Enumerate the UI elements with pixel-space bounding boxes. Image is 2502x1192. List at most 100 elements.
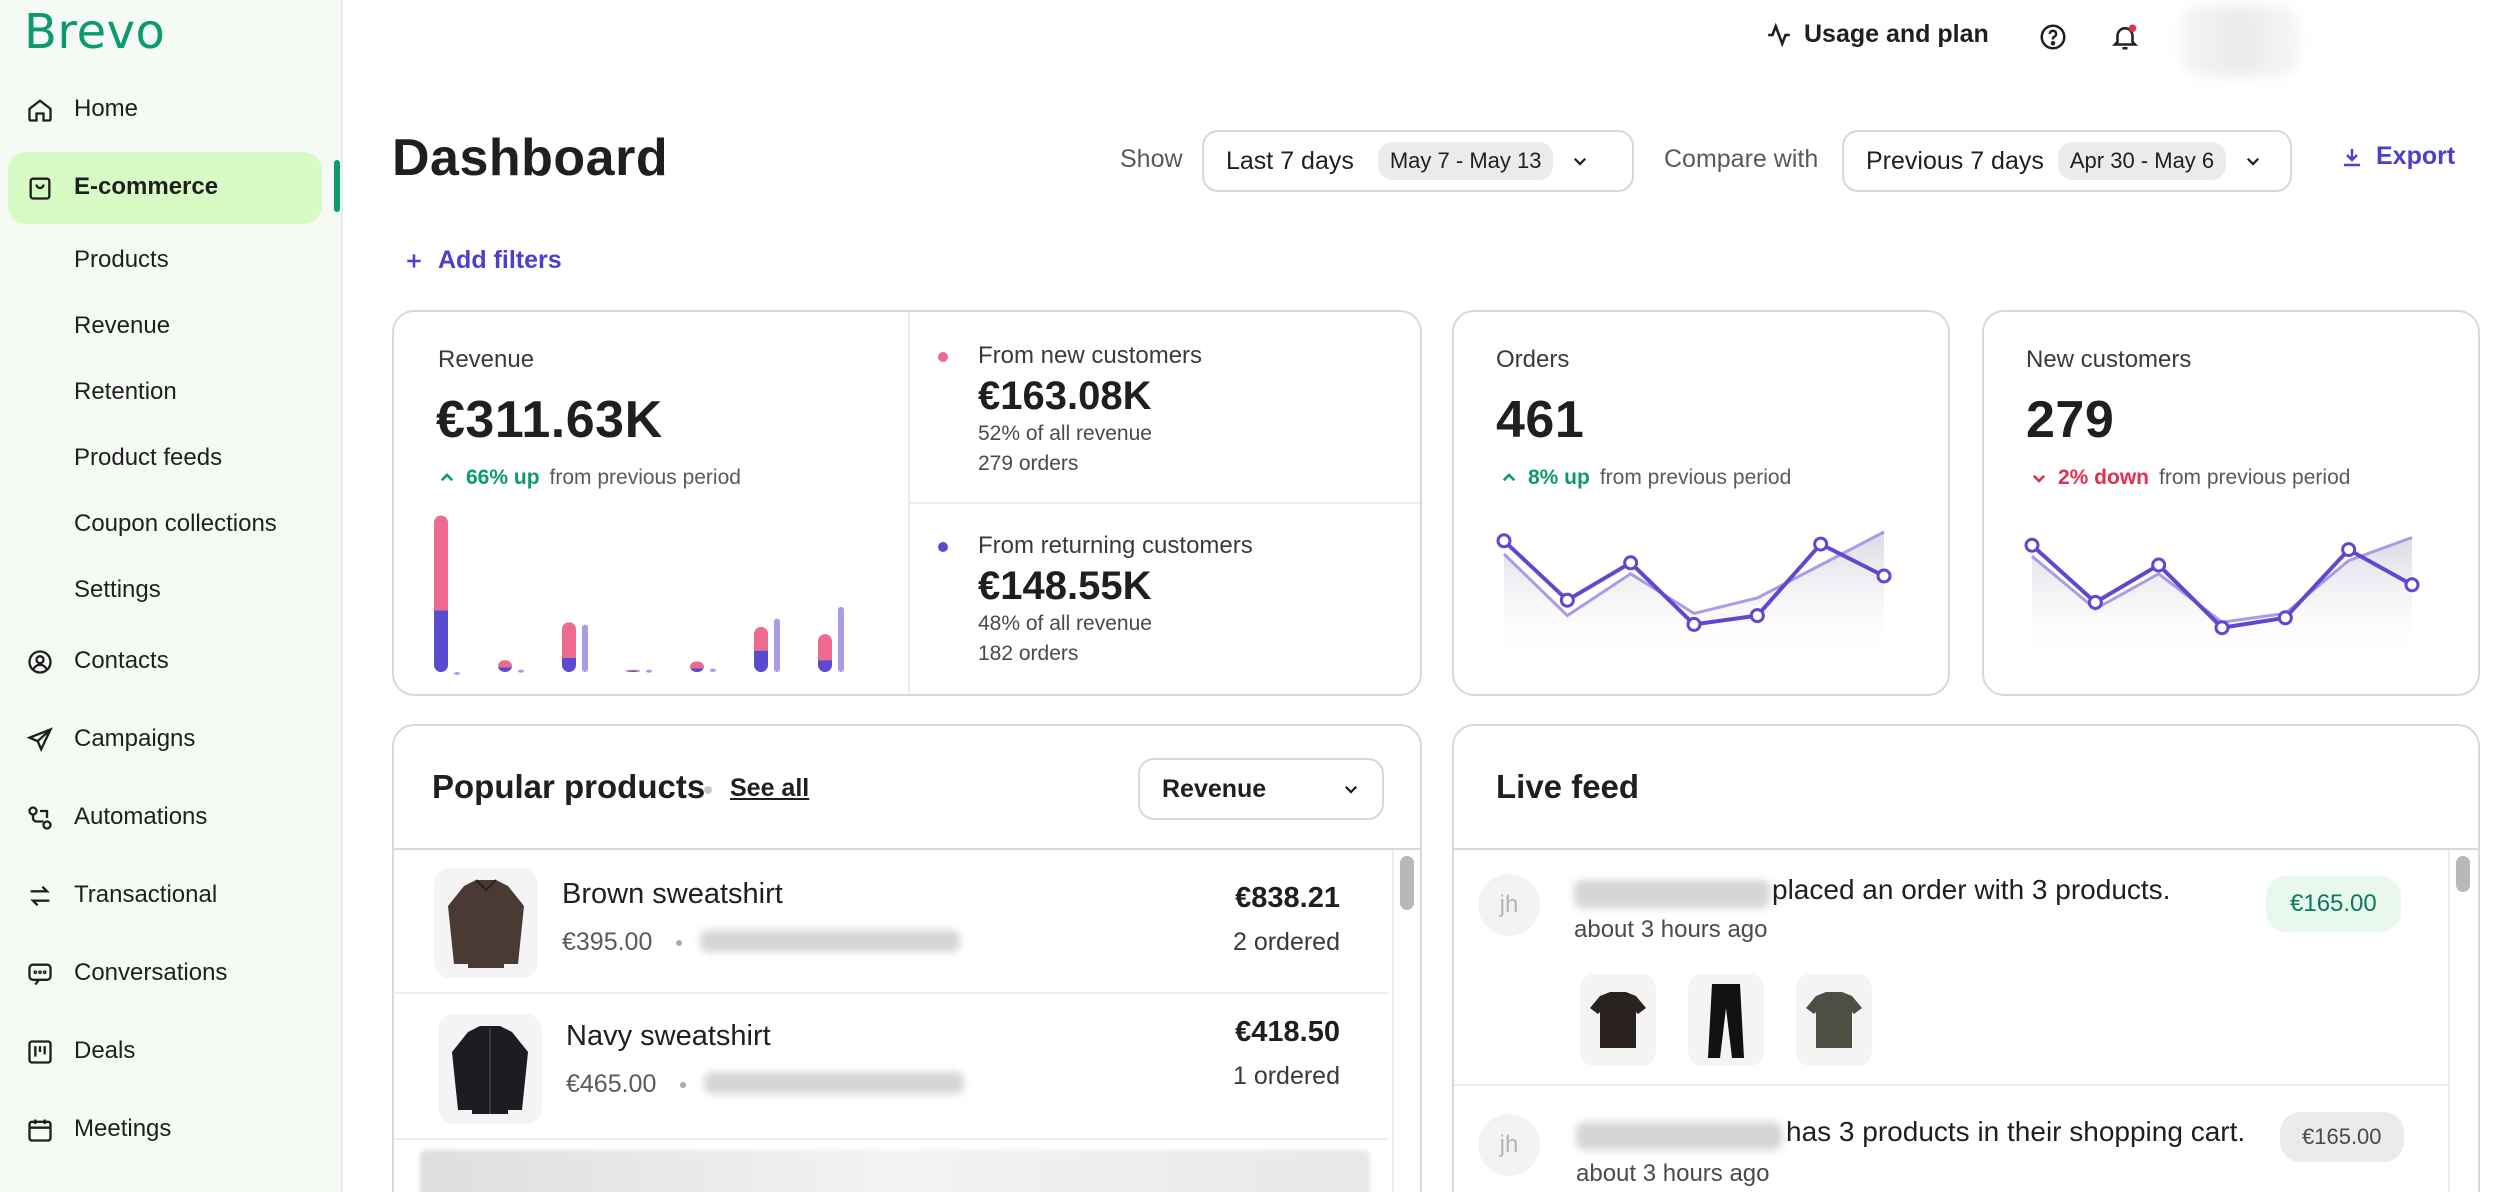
feed-item[interactable]: jh has 3 products in their shopping cart… [1454,1088,2448,1192]
sidebar-subitem-settings[interactable]: Settings [74,576,161,603]
customer-name-redacted [1574,880,1770,908]
compare-range-badge: Apr 30 - May 6 [2057,142,2227,180]
separator-dot [676,940,682,946]
brevo-logo[interactable]: Brevo [24,4,166,60]
orders-label: Orders [1496,346,1570,373]
new-customers-change: 2% down from previous period [2030,466,2350,490]
period-select[interactable]: Last 7 days May 7 - May 13 [1202,130,1634,192]
returning-customers-share: 48% of all revenue [978,612,1152,635]
sidebar-subitem-products[interactable]: Products [74,246,169,273]
sidebar: Brevo Home E-commerce Products Revenue R… [0,0,343,1192]
sidebar-subitem-retention[interactable]: Retention [74,378,177,405]
automation-icon [28,806,52,830]
sweatshirt-icon [448,879,524,968]
bar-returning-customers [434,610,448,672]
sidebar-subitem-product-feeds[interactable]: Product feeds [74,444,223,471]
see-all-link[interactable]: See all [730,774,810,802]
change-strong: 66% up [466,466,540,489]
new-customers-dot [938,352,948,362]
sidebar-item-deals[interactable]: Deals [0,1018,343,1084]
product-ordered: 1 ordered [1232,1062,1340,1090]
feed-text: has 3 products in their shopping cart. [1786,1116,2246,1147]
calendar-icon [28,1119,52,1142]
sidebar-item-meetings[interactable]: Meetings [0,1096,343,1162]
sidebar-item-conversations[interactable]: Conversations [0,940,343,1006]
sidebar-item-campaigns[interactable]: Campaigns [0,706,343,772]
sidebar-item-home[interactable]: Home [0,76,343,142]
bar-previous-period [454,672,460,675]
bar-group [498,660,524,673]
previous-period-line [1502,530,1885,618]
sidebar-item-ecommerce[interactable]: E-commerce [0,154,343,220]
change-rest: from previous period [549,466,741,489]
bar-group [754,618,780,672]
feed-time: about 3 hours ago [1576,1160,1770,1187]
active-nav-highlight [8,152,322,224]
sidebar-item-label: Campaigns [74,725,196,752]
data-point [2341,542,2357,558]
bar-previous-period [710,668,716,672]
live-feed-title: Live feed [1496,768,1640,805]
add-filters-button[interactable]: Add filters [404,246,562,275]
returning-customers-dot [938,542,948,552]
sidebar-item-label: Automations [74,803,208,830]
sort-select[interactable]: Revenue [1138,758,1384,820]
sidebar-item-label: E-commerce [74,173,219,200]
active-nav-indicator [334,160,340,212]
sidebar-item-label: Transactional [74,881,218,908]
compare-select[interactable]: Previous 7 days Apr 30 - May 6 [1842,130,2292,192]
product-row[interactable]: Brown sweatshirt €395.00 €838.21 2 order… [394,850,1388,994]
avatar: jh [1478,1114,1540,1176]
change-strong: 8% up [1528,466,1590,489]
send-icon [26,727,53,753]
sidebar-item-transactional[interactable]: Transactional [0,862,343,928]
divider [910,502,1420,504]
sidebar-item-contacts[interactable]: Contacts [0,628,343,694]
avatar: jh [1478,874,1540,936]
bar-new-customers [690,661,704,669]
usage-and-plan-button[interactable]: Usage and plan [1766,20,1989,49]
usage-label: Usage and plan [1804,20,1989,48]
data-point [1813,536,1829,552]
sidebar-subitem-coupon-collections[interactable]: Coupon collections [74,510,277,537]
bar-new-customers [818,634,832,661]
data-point [1623,555,1639,571]
bar-new-customers [434,515,448,611]
bar-returning-customers [754,650,768,672]
product-row[interactable]: Navy sweatshirt €465.00 €418.50 1 ordere… [394,996,1388,1140]
orders-change: 8% up from previous period [1500,466,1791,490]
feed-item[interactable]: jh placed an order with 3 products. abou… [1454,850,2448,1086]
product-revenue: €418.50 [1235,1016,1340,1048]
scrollbar-track [1392,850,1394,1192]
product-thumbnail [1688,974,1764,1066]
sidebar-item-automations[interactable]: Automations [0,784,343,850]
sidebar-subitem-revenue[interactable]: Revenue [74,312,171,339]
chevron-down-icon [1344,785,1358,794]
product-thumbnail [1580,974,1656,1066]
bar-stack [434,515,448,672]
data-point [2087,594,2103,610]
account-avatar[interactable] [2180,6,2300,76]
popular-products-title: Popular products [432,768,706,805]
returning-customers-orders: 182 orders [978,642,1079,665]
returning-customers-label: From returning customers [978,532,1253,559]
add-filters-label: Add filters [438,246,562,274]
export-label: Export [2376,142,2456,170]
product-price: €465.00 [566,1070,657,1098]
scrollbar-thumb[interactable] [2456,856,2470,892]
product-price: €395.00 [562,928,653,956]
arrow-up-icon [1502,473,1516,482]
scrollbar-thumb[interactable] [1400,856,1414,910]
export-button[interactable]: Export [2340,142,2455,171]
help-icon[interactable] [2038,22,2068,52]
data-point [2024,537,2040,553]
revenue-bar-chart [434,515,844,675]
sidebar-item-label: Meetings [74,1115,172,1142]
period-range-badge: May 7 - May 13 [1377,142,1554,180]
bar-previous-period [774,618,780,672]
bell-icon[interactable] [2110,22,2140,52]
scrollbar-track [2448,850,2450,1192]
product-thumbnail [1796,974,1872,1066]
new-customers-card: New customers 279 2% down from previous … [1982,310,2480,696]
